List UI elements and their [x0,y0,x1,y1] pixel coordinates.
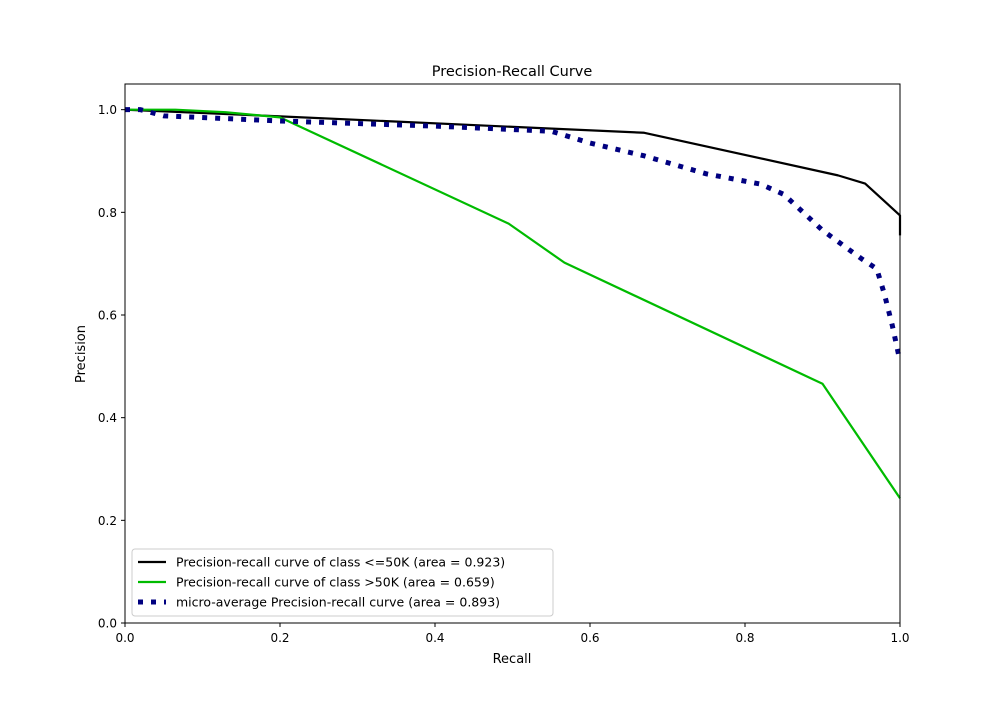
chart-title: Precision-Recall Curve [432,64,593,80]
legend-label-1: Precision-recall curve of class >50K (ar… [176,575,495,590]
series-line-0 [124,108,902,236]
y-tick-label: 0.4 [98,411,117,425]
y-tick-label: 0.0 [98,617,117,631]
y-tick-label: 0.8 [98,206,117,220]
x-tick-label: 0.2 [270,631,289,645]
y-tick-label: 0.2 [98,514,117,528]
y-axis-label: Precision [74,325,89,383]
series-line-1 [125,108,901,499]
x-tick-label: 0.0 [115,631,134,645]
x-tick-label: 0.6 [580,631,599,645]
x-axis-label: Recall [493,652,532,667]
legend-box [131,548,554,617]
x-tick-label: 0.8 [735,631,754,645]
x-tick-label: 1.0 [890,631,909,645]
legend: Precision-recall curve of class <=50K (a… [131,548,554,617]
legend-label-2: micro-average Precision-recall curve (ar… [176,595,500,610]
y-tick-label: 1.0 [98,103,117,117]
series-line-2 [125,107,903,362]
plot-area-frame [124,83,901,624]
y-tick-label: 0.6 [98,309,117,323]
legend-label-0: Precision-recall curve of class <=50K (a… [176,555,505,570]
x-tick-label: 0.4 [425,631,444,645]
